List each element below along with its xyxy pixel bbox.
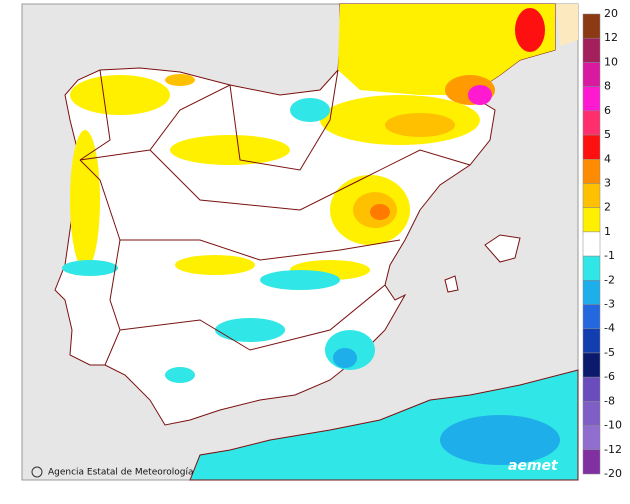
legend-label: -6 <box>604 370 615 383</box>
legend-label: 8 <box>604 80 611 93</box>
region-borders <box>120 239 401 261</box>
cool-anomalies-africa <box>440 415 560 465</box>
legend: 20 12 10 8 6 5 4 3 2 1 -1 -2 -3 -4 -5 -6 -8 -10 -12 -20 <box>582 7 622 480</box>
legend-swatch <box>582 13 601 39</box>
copyright-icon <box>31 466 43 478</box>
province-borders <box>79 69 339 171</box>
legend-label: -3 <box>604 298 615 311</box>
legend-swatch <box>582 183 601 208</box>
legend-swatch <box>582 159 601 184</box>
legend-swatch <box>582 376 601 402</box>
legend-swatch <box>582 449 601 475</box>
region-borders-3 <box>119 284 386 351</box>
cool-anomalies <box>62 98 375 383</box>
legend-label: -2 <box>604 273 615 286</box>
legend-label: -1 <box>604 249 615 262</box>
warm-anomalies <box>70 4 555 280</box>
legend-swatch <box>582 328 601 354</box>
legend-label: -12 <box>604 443 622 456</box>
legend-swatch <box>582 37 601 63</box>
legend-swatch <box>582 86 601 112</box>
legend-swatch <box>582 425 601 451</box>
credit: Agencia Estatal de Meteorología <box>48 468 194 478</box>
legend-swatch <box>582 207 601 233</box>
legend-label: 6 <box>604 104 611 117</box>
legend-label: -10 <box>604 419 622 432</box>
legend-label: -20 <box>604 467 622 480</box>
legend-label: 20 <box>604 7 618 20</box>
legend-swatch <box>582 304 601 329</box>
region-borders-2 <box>149 149 471 211</box>
logo: aemet <box>508 458 559 474</box>
legend-swatch <box>582 62 601 87</box>
island-ibiza <box>444 275 459 293</box>
legend-label: 2 <box>604 201 611 214</box>
legend-label: 4 <box>604 152 611 165</box>
legend-swatch <box>582 110 601 136</box>
legend-label: 1 <box>604 225 611 238</box>
legend-label: 5 <box>604 128 611 141</box>
legend-swatch <box>582 134 601 160</box>
land-italy <box>556 4 578 46</box>
legend-swatch <box>582 280 601 305</box>
legend-swatch <box>582 255 601 281</box>
legend-label: -4 <box>604 322 615 335</box>
legend-label: 10 <box>604 55 618 68</box>
legend-swatch <box>582 352 601 378</box>
island-mallorca <box>484 234 521 263</box>
legend-swatch <box>582 231 601 257</box>
portugal-border <box>79 159 121 366</box>
legend-label: 12 <box>604 31 618 44</box>
legend-label: -8 <box>604 394 615 407</box>
legend-label: 3 <box>604 176 611 189</box>
legend-swatch <box>582 401 601 426</box>
legend-label: -5 <box>604 346 615 359</box>
